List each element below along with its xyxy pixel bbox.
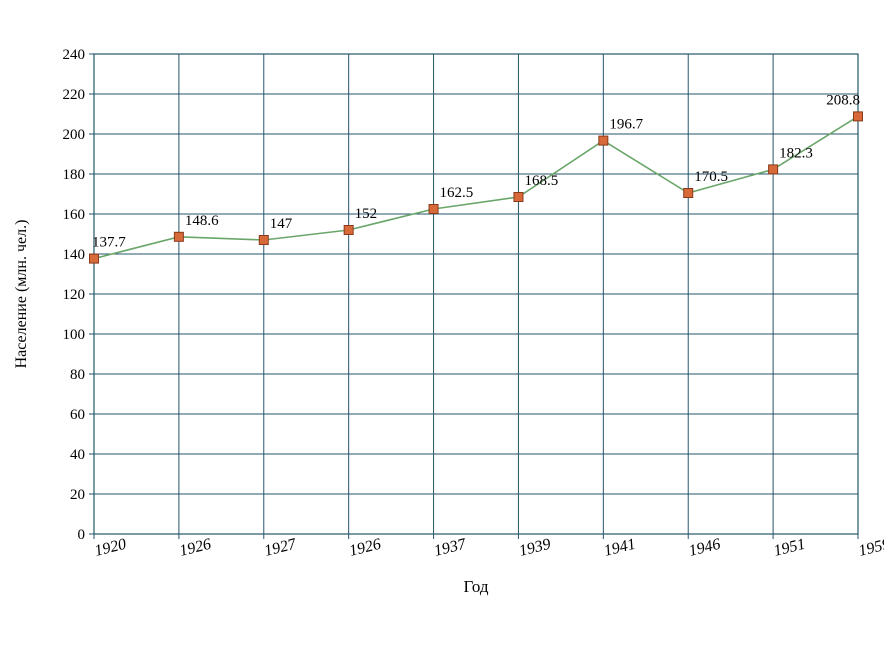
y-tick-label: 240	[63, 47, 86, 63]
x-tick-label: 1939	[517, 536, 552, 560]
x-tick-label: 1926	[178, 536, 213, 560]
y-tick-label: 200	[63, 127, 86, 143]
y-tick-label: 120	[63, 287, 86, 303]
y-tick-label: 100	[63, 327, 86, 343]
data-marker	[684, 189, 693, 198]
x-tick-label: 1927	[263, 535, 299, 559]
x-tick-label: 1941	[602, 536, 637, 560]
y-tick-label: 180	[63, 167, 86, 183]
data-marker	[514, 193, 523, 202]
data-marker	[854, 112, 863, 121]
data-label: 147	[270, 216, 293, 232]
data-label: 170.5	[694, 169, 728, 185]
x-axis-label: Год	[464, 577, 489, 596]
y-tick-label: 20	[70, 487, 85, 503]
y-tick-label: 160	[63, 207, 86, 223]
data-label: 208.8	[826, 92, 860, 108]
y-axis-label: Население (млн. чел.)	[13, 220, 30, 369]
data-marker	[174, 232, 183, 241]
x-tick-label: 1937	[432, 535, 468, 559]
data-marker	[599, 136, 608, 145]
data-marker	[259, 236, 268, 245]
chart-svg: 0 20 40 60 80 100 120 140 160 180 200 220 240 1920 192…	[0, 0, 884, 650]
data-label: 182.3	[779, 145, 813, 161]
data-label: 137.7	[92, 235, 126, 251]
population-line-chart: 0 20 40 60 80 100 120 140 160 180 200 220 240 1920 192…	[0, 0, 884, 650]
data-marker	[429, 205, 438, 214]
data-marker	[90, 254, 99, 263]
data-label: 168.5	[524, 173, 558, 189]
x-tick-label: 1926	[348, 536, 383, 560]
x-tick-label: 1959	[857, 536, 884, 560]
y-tick-label: 80	[70, 367, 85, 383]
x-tick-label: 1920	[93, 536, 128, 560]
data-label: 162.5	[440, 185, 474, 201]
data-label: 152	[355, 206, 378, 222]
data-marker	[344, 226, 353, 235]
y-tick-label: 0	[78, 527, 86, 543]
x-tick-label: 1951	[772, 536, 807, 560]
y-tick-label: 60	[70, 407, 85, 423]
x-tick-label: 1946	[687, 536, 722, 560]
data-marker	[769, 165, 778, 174]
data-label: 148.6	[185, 213, 219, 229]
y-tick-label: 220	[63, 87, 86, 103]
y-tick-label: 40	[70, 447, 85, 463]
y-tick-label: 140	[63, 247, 86, 263]
data-label: 196.7	[609, 117, 643, 133]
